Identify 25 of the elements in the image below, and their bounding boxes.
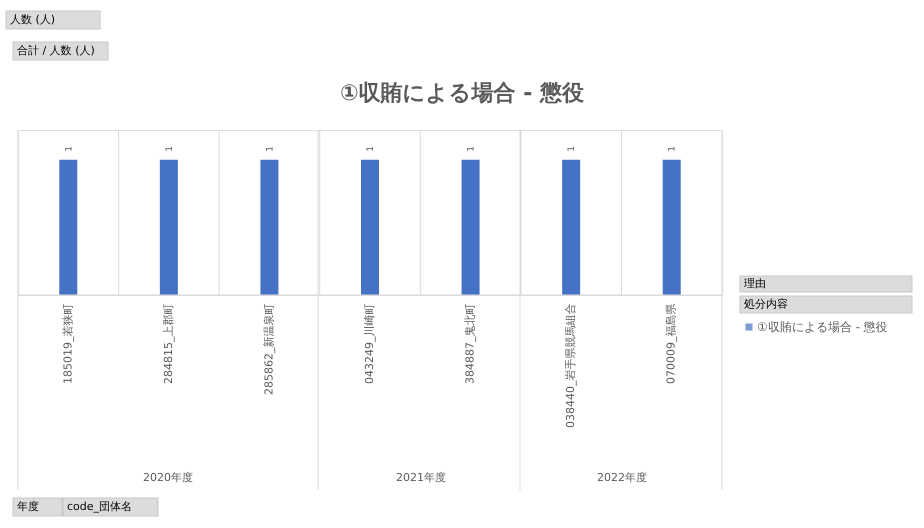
legend-label: ①収賄による場合 - 懲役 bbox=[757, 320, 888, 334]
data-label: 1 bbox=[366, 146, 376, 152]
text: 人数 (人) bbox=[10, 13, 56, 26]
data-label: 1 bbox=[567, 146, 578, 152]
text: 年度 bbox=[17, 500, 39, 513]
chart-title: ①収賄による場合 - 懲役 bbox=[340, 81, 586, 106]
text: 2021年度 bbox=[396, 471, 446, 484]
data-label: 1 bbox=[265, 146, 276, 152]
text: 2020年度 bbox=[143, 471, 193, 484]
text: 理由 bbox=[744, 277, 766, 290]
text: 2022年度 bbox=[597, 471, 647, 484]
x-tick-label: 284815_上郡町 bbox=[162, 304, 175, 384]
text: 処分内容 bbox=[744, 298, 788, 310]
x-tick-label: 070009_福島県 bbox=[664, 304, 678, 384]
data-label: 1 bbox=[164, 146, 175, 152]
x-tick-label: 043249_川崎町 bbox=[363, 304, 376, 384]
data-label: 1 bbox=[64, 146, 74, 152]
x-tick-label: 384887_鬼北町 bbox=[464, 304, 477, 384]
x-tick-label: 185019_若狭町 bbox=[61, 304, 74, 384]
data-label: 1 bbox=[466, 146, 477, 152]
text: code_団体名 bbox=[67, 500, 132, 513]
x-tick-label: 285862_新温泉町 bbox=[262, 304, 276, 395]
x-tick-label: 038440_岩手県競馬組合 bbox=[564, 304, 578, 428]
text: 合計 / 人数 (人) bbox=[17, 44, 95, 57]
data-label: 1 bbox=[668, 146, 678, 152]
